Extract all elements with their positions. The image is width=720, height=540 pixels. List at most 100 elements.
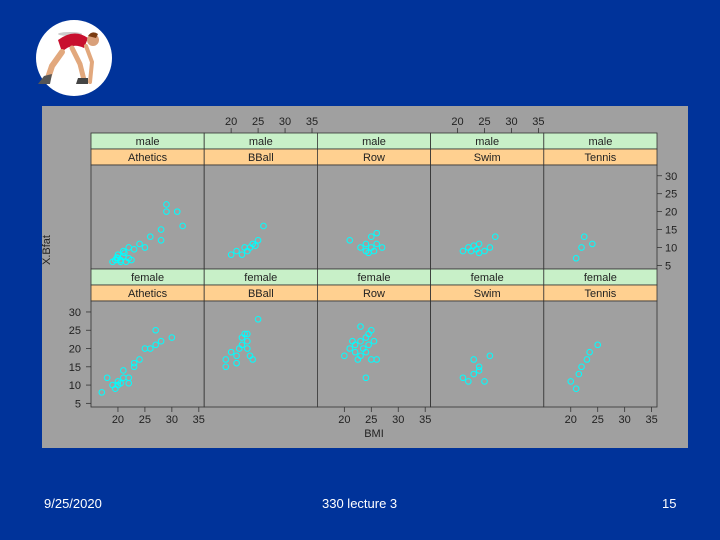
data-point	[475, 367, 483, 374]
strip-label-sport: Tennis	[585, 288, 617, 300]
data-point	[163, 208, 170, 215]
strip-label-sex: male	[249, 136, 273, 148]
data-point	[233, 359, 240, 367]
data-point	[103, 374, 111, 382]
data-point	[572, 385, 580, 393]
data-point	[365, 341, 372, 349]
data-point	[481, 247, 488, 255]
data-point	[152, 341, 159, 349]
y-tick-label: 5	[665, 260, 671, 272]
data-point	[470, 356, 478, 363]
data-point	[365, 249, 372, 257]
strip-label-sport: Tennis	[585, 152, 617, 164]
y-tick-label: 20	[665, 207, 677, 219]
panel-frame	[90, 164, 205, 270]
data-point	[370, 337, 378, 345]
data-point	[121, 249, 128, 257]
data-point	[362, 240, 370, 248]
data-point	[136, 356, 143, 363]
y-tick-label: 10	[69, 380, 81, 392]
data-point	[157, 237, 165, 244]
data-point	[260, 222, 267, 230]
panel-frame	[316, 300, 431, 408]
strip-label-sport: Row	[363, 152, 385, 164]
data-point	[157, 226, 165, 233]
data-point	[373, 229, 380, 237]
panel-frame	[316, 164, 431, 270]
data-point	[152, 326, 159, 334]
x-tick-label: 30	[392, 414, 404, 426]
data-point	[244, 345, 251, 352]
data-point	[254, 237, 262, 244]
data-point	[113, 254, 121, 261]
x-tick-label: 25	[365, 414, 377, 426]
panel-frame	[543, 164, 658, 270]
y-axis-label: X.Bfat	[42, 235, 53, 265]
strip-label-sex: female	[244, 272, 277, 284]
data-point	[233, 352, 240, 360]
x-tick-label: 20	[112, 414, 124, 426]
data-point	[346, 345, 354, 352]
data-point	[373, 240, 380, 248]
strip-label-sport: Row	[363, 288, 385, 300]
x-tick-label: 35	[419, 414, 431, 426]
data-point	[341, 352, 348, 360]
data-point	[244, 337, 251, 345]
data-point	[254, 315, 262, 323]
x-tick-label: 25	[252, 116, 264, 128]
data-point	[486, 244, 494, 251]
strip-label-sport: Athetics	[128, 152, 168, 164]
strip-label-sex: female	[357, 272, 390, 284]
panel-frame	[203, 300, 318, 408]
data-point	[459, 247, 467, 255]
data-point	[173, 208, 181, 215]
data-point	[583, 356, 591, 363]
data-point	[252, 242, 259, 249]
data-point	[157, 337, 165, 345]
panel-frame	[203, 164, 318, 270]
y-tick-label: 20	[69, 344, 81, 356]
data-point	[578, 244, 585, 251]
data-point	[589, 240, 596, 248]
data-point	[125, 379, 133, 387]
data-point	[475, 240, 483, 248]
data-point	[128, 256, 135, 264]
data-point	[222, 363, 230, 371]
y-tick-label: 25	[665, 189, 677, 201]
data-point	[373, 356, 380, 363]
data-point	[233, 247, 240, 255]
data-point	[357, 244, 364, 251]
data-point	[481, 378, 488, 385]
data-point	[357, 352, 364, 360]
data-point	[575, 370, 583, 378]
footer-date: 9/25/2020	[44, 496, 102, 511]
y-tick-label: 5	[75, 398, 81, 410]
data-point	[351, 348, 359, 356]
data-point	[241, 330, 248, 338]
x-tick-label: 20	[225, 116, 237, 128]
y-tick-label: 10	[665, 242, 677, 254]
data-point	[249, 356, 257, 363]
y-tick-label: 25	[69, 325, 81, 337]
x-tick-label: 30	[279, 116, 291, 128]
data-point	[580, 233, 588, 241]
data-point	[222, 356, 230, 363]
x-tick-label: 30	[505, 116, 517, 128]
data-point	[98, 389, 106, 396]
data-point	[357, 323, 364, 330]
data-point	[114, 251, 122, 258]
panel-frame	[430, 164, 545, 270]
x-tick-label: 25	[478, 116, 490, 128]
x-tick-label: 20	[451, 116, 463, 128]
sprinter-at-start-icon	[30, 18, 114, 100]
data-point	[378, 244, 386, 251]
data-point	[130, 363, 138, 371]
x-tick-label: 30	[619, 414, 631, 426]
y-tick-label: 15	[69, 362, 81, 374]
footer-page-number: 15	[662, 496, 677, 511]
data-point	[117, 379, 124, 387]
x-tick-label: 35	[532, 116, 544, 128]
data-point	[130, 245, 138, 253]
data-point	[238, 251, 246, 258]
data-point	[146, 345, 154, 352]
